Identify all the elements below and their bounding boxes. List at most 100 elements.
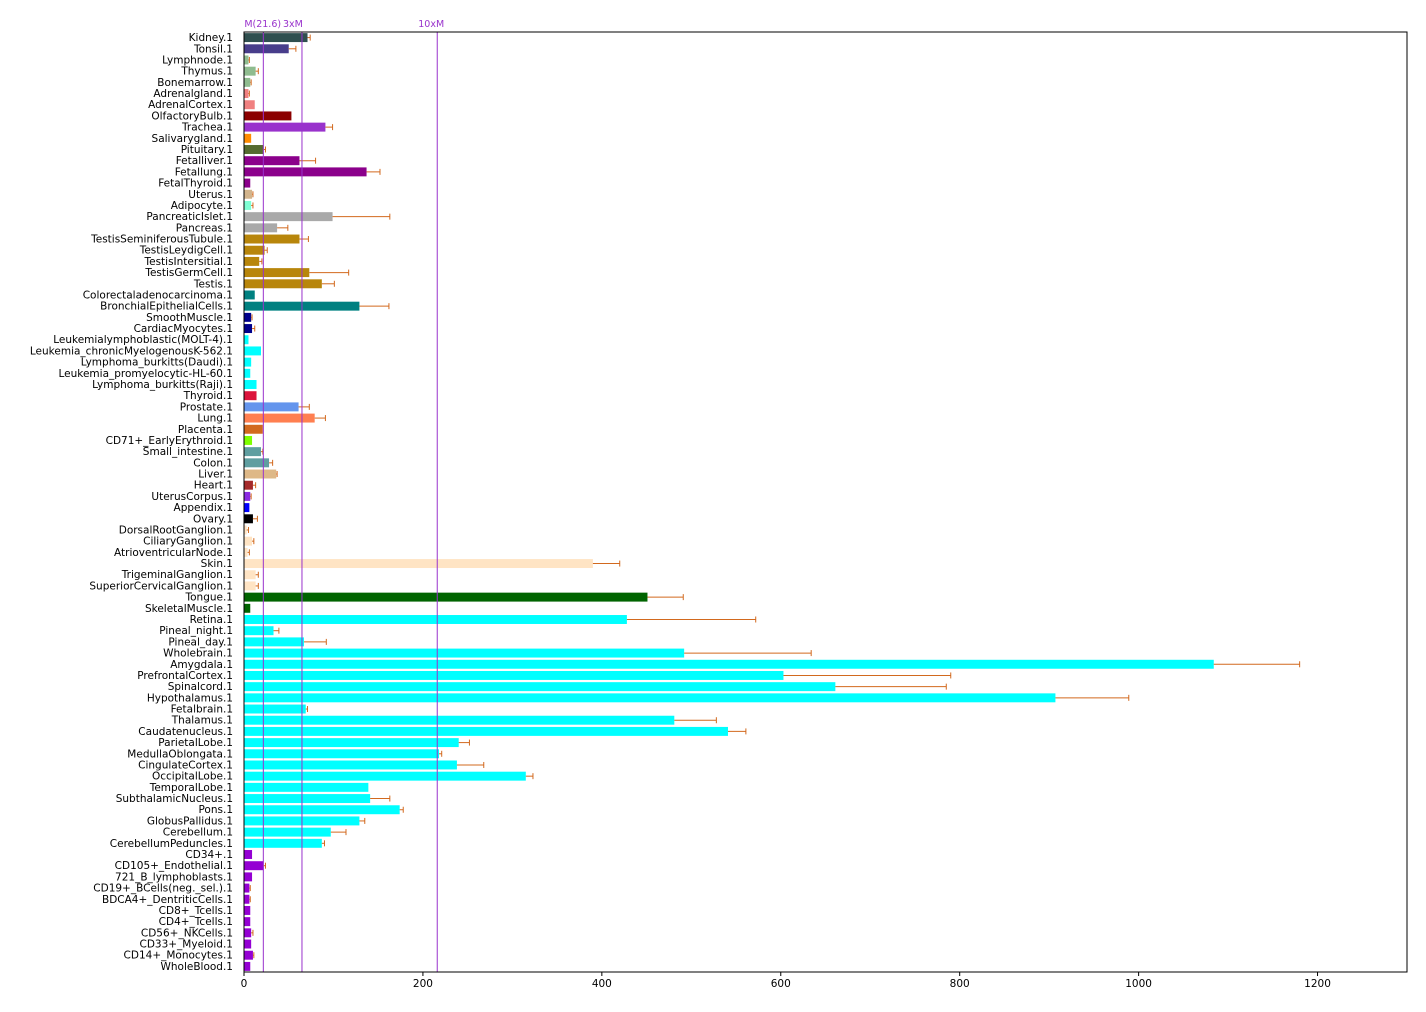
category-label: GlobusPallidus.1: [147, 815, 233, 827]
category-label: Spinalcord.1: [168, 681, 233, 693]
category-label: TestisSeminiferousTubule.1: [90, 234, 233, 246]
category-label: Lymphoma_burkitts(Daudi).1: [81, 357, 233, 369]
bar: [244, 324, 253, 334]
bar: [244, 100, 255, 110]
category-label: SuperiorCervicalGanglion.1: [89, 580, 233, 592]
bar: [244, 469, 277, 479]
bar: [244, 122, 326, 132]
bar: [244, 491, 251, 501]
category-label: Adrenalgland.1: [153, 88, 233, 100]
category-label: Thalamus.1: [171, 715, 233, 727]
bar: [244, 536, 253, 546]
category-label: CD56+_NKCells.1: [141, 927, 233, 939]
category-label: PancreaticIslet.1: [146, 211, 233, 223]
category-label: Prostate.1: [180, 401, 233, 413]
category-label: TemporalLobe.1: [149, 782, 233, 794]
category-label: Small_intestine.1: [143, 446, 233, 458]
bar: [244, 156, 300, 166]
reference-lines-layer: M(21.6) 3xM 10xM: [244, 19, 444, 972]
category-label: CardiacMyocytes.1: [134, 323, 233, 335]
category-label: CD34+.1: [185, 849, 233, 861]
reference-line-label: 10xM: [418, 19, 444, 30]
bar: [244, 514, 253, 524]
category-label: SubthalamicNucleus.1: [116, 793, 233, 805]
bar: [244, 894, 250, 904]
category-label: CingulateCortex.1: [138, 759, 233, 771]
category-label: Caudatenucleus.1: [138, 726, 233, 738]
bar: [244, 368, 251, 378]
bar: [244, 961, 251, 971]
bar: [244, 670, 784, 680]
bar: [244, 659, 1214, 669]
category-label: Retina.1: [190, 614, 233, 626]
bars-layer: [244, 33, 1214, 971]
bar: [244, 133, 252, 143]
bar: [244, 883, 250, 893]
bar: [244, 200, 252, 210]
bar: [244, 245, 265, 255]
category-label: WholeBlood.1: [161, 961, 234, 973]
bar: [244, 805, 400, 815]
category-label: Fetalbrain.1: [171, 704, 233, 716]
bar: [244, 256, 260, 266]
category-label: Leukemia_promyelocytic-HL-60.1: [58, 368, 233, 380]
category-label: TestisIntersitial.1: [143, 256, 233, 268]
x-tick-label: 400: [592, 978, 612, 990]
category-label: Leukemialymphoblastic(MOLT-4).1: [53, 334, 233, 346]
bar: [244, 950, 253, 960]
category-label: DorsalRootGanglion.1: [119, 524, 233, 536]
reference-line-label: M(21.6): [244, 19, 281, 30]
bar: [244, 145, 264, 154]
bar: [244, 771, 526, 781]
category-label: Pineal_night.1: [159, 625, 233, 637]
bar: [244, 335, 249, 345]
bar: [244, 44, 289, 54]
bar: [244, 917, 251, 927]
category-label: OccipitalLobe.1: [152, 771, 233, 783]
category-label: Colorectaladenocarcinoma.1: [83, 289, 233, 301]
bar: [244, 111, 292, 121]
bar: [244, 615, 627, 624]
x-tick-label: 0: [241, 978, 248, 990]
bar: [244, 626, 274, 636]
category-label: Wholebrain.1: [163, 648, 233, 660]
bar: [244, 861, 264, 871]
category-label: CiliaryGanglion.1: [143, 536, 233, 548]
x-tick-label: 600: [771, 978, 791, 990]
x-tick-label: 200: [413, 978, 433, 990]
category-label: Pons.1: [198, 804, 233, 816]
category-label: AdrenalCortex.1: [148, 99, 233, 111]
bar: [244, 89, 249, 99]
bar: [244, 738, 459, 748]
x-tick-label: 1200: [1304, 978, 1331, 990]
bar: [244, 212, 333, 222]
x-axis: 0 200 400 600 800 1000 1200: [241, 972, 1331, 990]
category-label: CD105+_Endothelial.1: [115, 860, 233, 872]
category-label: Placenta.1: [178, 424, 233, 436]
bar: [244, 290, 255, 300]
bar: [244, 380, 257, 389]
category-label: Bonemarrow.1: [157, 77, 233, 89]
category-label: Hypothalamus.1: [147, 692, 233, 704]
bar: [244, 178, 251, 188]
bar: [244, 850, 253, 859]
category-label: CD19+_BCells(neg._sel.).1: [93, 883, 233, 895]
category-label: Lymphoma_burkitts(Raji).1: [92, 379, 233, 391]
bar: [244, 391, 257, 401]
bar: [244, 234, 300, 244]
bar: [244, 346, 261, 356]
bar: [244, 503, 250, 513]
bar: [244, 794, 371, 804]
category-label: Kidney.1: [189, 32, 233, 44]
category-label: Lung.1: [197, 413, 233, 425]
bar: [244, 592, 648, 602]
bar: [244, 782, 369, 792]
bar: [244, 581, 256, 591]
bar: [244, 648, 685, 658]
category-label: Testis.1: [193, 278, 233, 290]
category-label: SkeletalMuscle.1: [145, 603, 233, 615]
bar: [244, 223, 278, 233]
bar: [244, 447, 261, 457]
category-label: Colon.1: [193, 457, 233, 469]
